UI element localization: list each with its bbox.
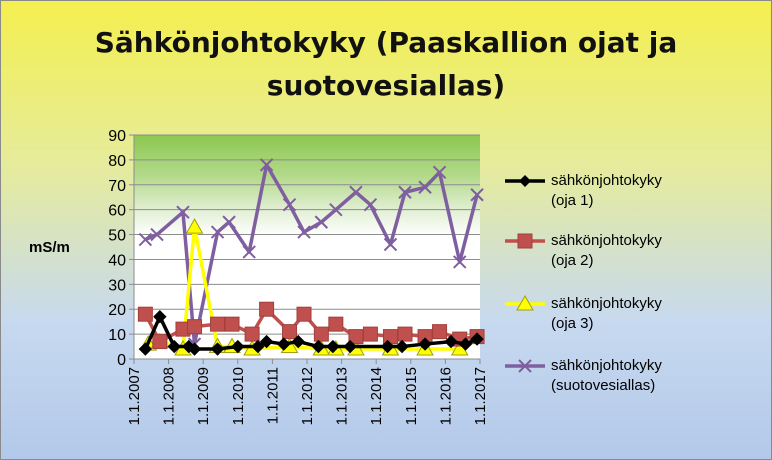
y-axis-label: mS/m [29, 239, 70, 256]
data-point-1 [343, 339, 357, 354]
legend-label: sähkönjohtokyky (oja 1) [551, 172, 662, 209]
x-tick-label: 1.1.2008 [161, 367, 178, 425]
x-tick-label: 1.1.2010 [230, 367, 247, 425]
legend-key [505, 175, 545, 187]
x-tick-label: 1.1.2016 [437, 367, 454, 425]
data-point-4 [329, 202, 343, 217]
x-tick-label: 1.1.2012 [299, 367, 316, 425]
legend-label: sähkönjohtokyky (oja 2) [551, 232, 662, 269]
data-point-4 [259, 158, 274, 172]
data-point-4 [242, 245, 256, 259]
data-point-2 [362, 326, 378, 342]
data-point-4 [363, 197, 378, 212]
data-point-4 [222, 215, 236, 229]
data-point-1 [380, 339, 395, 354]
data-point-4 [398, 185, 412, 199]
data-point-4 [150, 227, 164, 242]
data-point-2 [259, 301, 275, 317]
data-point-2 [187, 319, 203, 335]
data-point-4 [297, 225, 311, 239]
data-point-2 [328, 316, 344, 332]
y-tick-label: 70 [108, 178, 126, 195]
legend-marker [518, 359, 532, 373]
data-point-1 [231, 339, 245, 354]
x-tick-label: 1.1.2014 [368, 367, 385, 425]
data-point-4 [383, 237, 398, 252]
y-tick-label: 20 [108, 302, 126, 319]
y-tick-label: 80 [108, 153, 126, 170]
data-point-1 [251, 339, 265, 354]
y-tick-label: 30 [108, 277, 126, 294]
legend-label: sähkönjohtokyky (suotovesiallas) [551, 357, 662, 394]
y-tick-label: 50 [108, 228, 126, 245]
data-point-4 [470, 188, 484, 202]
data-point-1 [167, 339, 181, 354]
chart-title: Sähkönjohtokyky (Paaskallion ojat ja suo… [94, 26, 678, 102]
y-tick-label: 10 [108, 327, 126, 344]
data-point-1 [311, 339, 326, 354]
data-point-1 [138, 342, 153, 356]
data-point-3 [185, 218, 204, 234]
data-point-1 [395, 339, 409, 354]
y-tick-label: 60 [108, 203, 126, 220]
legend-key [505, 233, 545, 249]
y-tick-label: 90 [108, 128, 126, 145]
data-point-4 [138, 232, 153, 247]
legend-key [505, 294, 545, 311]
data-point-2 [244, 326, 260, 342]
data-point-2 [313, 326, 329, 342]
y-tick-label: 40 [108, 252, 126, 269]
x-tick-label: 1.1.2017 [472, 367, 489, 425]
data-point-2 [432, 324, 448, 340]
data-point-4 [432, 165, 447, 180]
data-point-1 [458, 337, 473, 351]
data-point-1 [444, 334, 458, 349]
data-point-1 [291, 334, 305, 349]
data-point-1 [259, 334, 274, 349]
legend-marker [519, 175, 531, 187]
x-tick-label: 1.1.2007 [126, 367, 143, 425]
data-point-4 [453, 255, 467, 269]
legend-marker [516, 294, 534, 311]
data-point-4 [210, 225, 225, 239]
data-point-1 [187, 342, 202, 356]
x-tick-label: 1.1.2015 [403, 367, 420, 425]
x-tick-label: 1.1.2011 [264, 367, 281, 424]
x-tick-label: 1.1.2013 [334, 367, 351, 425]
data-point-2 [210, 316, 226, 332]
legend-marker [517, 233, 533, 249]
legend-key [505, 359, 545, 373]
data-point-2 [224, 316, 240, 332]
data-point-2 [137, 306, 153, 322]
x-tick-label: 1.1.2009 [195, 367, 212, 425]
data-point-4 [349, 185, 363, 199]
data-point-1 [470, 332, 484, 346]
data-point-4 [418, 180, 432, 194]
data-point-1 [210, 342, 225, 356]
data-point-2 [382, 329, 398, 345]
data-point-1 [277, 337, 291, 351]
data-point-1 [326, 339, 340, 354]
data-point-1 [153, 309, 167, 324]
data-point-1 [418, 337, 432, 351]
data-point-4 [176, 205, 190, 219]
data-point-4 [314, 215, 329, 229]
data-point-2 [282, 324, 298, 340]
y-tick-label: 0 [117, 352, 126, 369]
data-point-2 [152, 334, 168, 350]
data-point-2 [397, 326, 413, 342]
data-point-4 [282, 197, 297, 212]
legend-label: sähkönjohtokyky (oja 3) [551, 295, 662, 332]
data-point-2 [296, 306, 312, 322]
